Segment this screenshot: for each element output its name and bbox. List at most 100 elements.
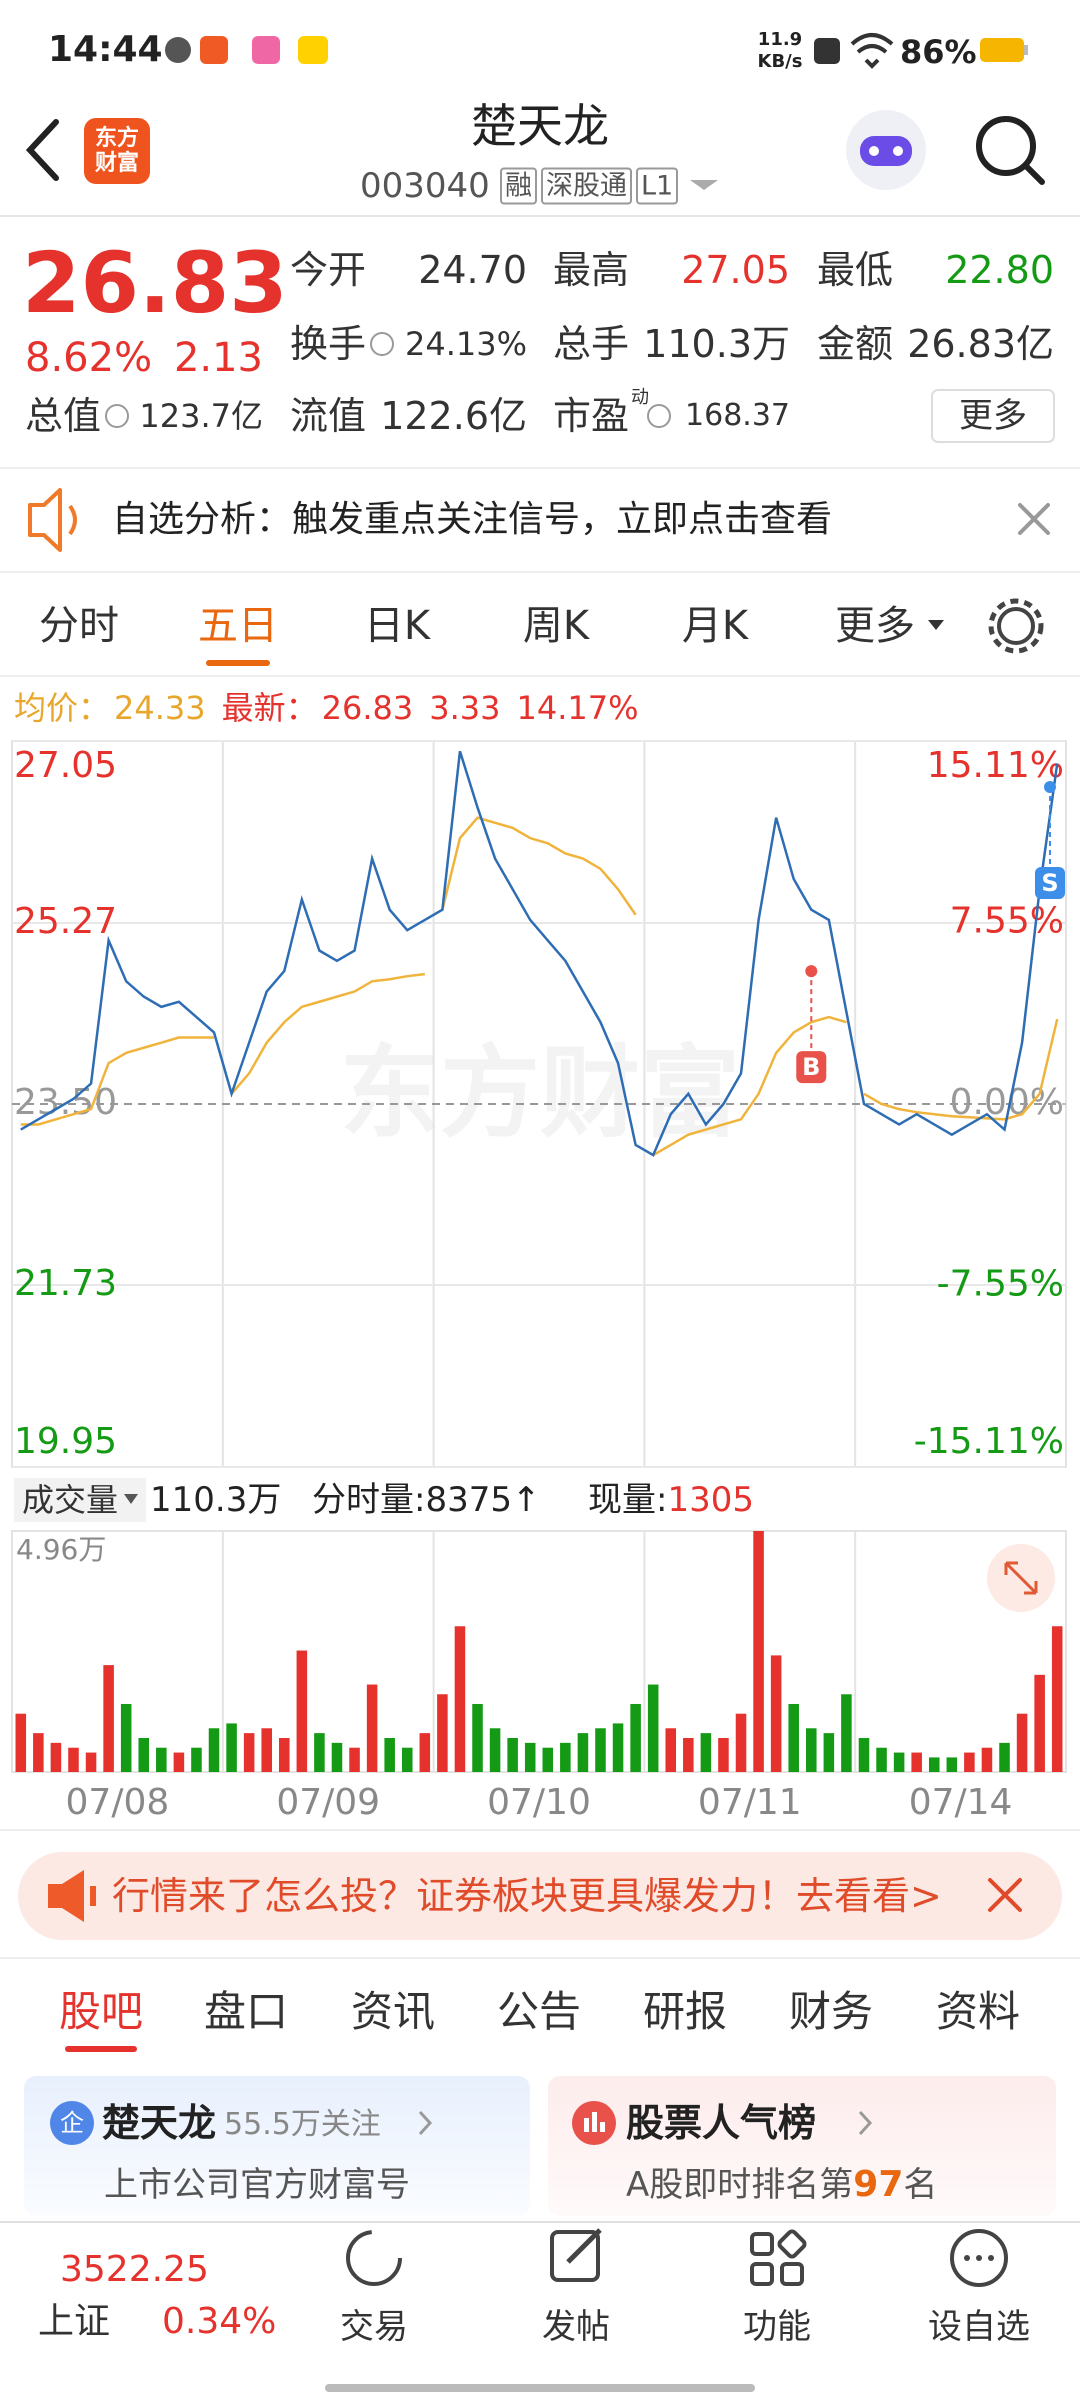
func-icon-part bbox=[750, 2262, 774, 2286]
section-tab[interactable]: 股吧 bbox=[58, 1987, 144, 2036]
close-icon[interactable] bbox=[988, 1878, 1022, 1912]
volume-bar bbox=[946, 1757, 958, 1772]
card[interactable] bbox=[24, 2076, 530, 2216]
latest-change: 3.33 bbox=[429, 689, 501, 727]
tab[interactable]: 周K bbox=[522, 603, 590, 649]
volume-bar bbox=[683, 1737, 694, 1772]
badge-text: 企 bbox=[60, 2109, 84, 2137]
field-value: 24.13% bbox=[404, 325, 527, 363]
tab[interactable]: 更多 bbox=[835, 603, 915, 649]
latest-label: 最新： bbox=[221, 689, 318, 727]
badge: L1 bbox=[636, 167, 679, 205]
net-speed-unit: KB/s bbox=[757, 51, 803, 72]
field-label: 金额 bbox=[817, 322, 894, 366]
net-speed: 11.9 bbox=[757, 29, 803, 50]
card[interactable] bbox=[548, 2076, 1056, 2216]
x-tick-label: 07/11 bbox=[697, 1782, 802, 1823]
notice-text[interactable]: 自选分析：触发重点关注信号，立即点击查看 bbox=[112, 499, 833, 540]
tab[interactable]: 分时 bbox=[39, 603, 119, 649]
section-tab[interactable]: 资料 bbox=[935, 1987, 1021, 2036]
volume-bar bbox=[647, 1684, 659, 1772]
volume-bar bbox=[665, 1728, 677, 1772]
field-value: 123.7亿 bbox=[139, 397, 263, 435]
section-tab[interactable]: 公告 bbox=[496, 1987, 582, 2036]
rank: 97 bbox=[853, 2164, 904, 2205]
tab[interactable]: 月K bbox=[681, 603, 749, 649]
volume-bar bbox=[823, 1733, 835, 1772]
field-value: 122.6亿 bbox=[380, 394, 527, 438]
price-line bbox=[20, 750, 1059, 1157]
volume-bar bbox=[437, 1694, 448, 1772]
volume-bar bbox=[911, 1752, 922, 1772]
volume-bar bbox=[964, 1752, 975, 1772]
search-icon[interactable] bbox=[976, 116, 1036, 176]
volume-bar bbox=[50, 1742, 62, 1772]
stock-name: 楚天龙 bbox=[471, 99, 609, 153]
watchlist-icon[interactable] bbox=[950, 2229, 1008, 2287]
latest-change-pct: 14.17% bbox=[516, 689, 639, 727]
volume-bar bbox=[472, 1703, 483, 1772]
marker-box bbox=[1035, 867, 1065, 900]
section-tab[interactable]: 盘口 bbox=[203, 1987, 289, 2036]
post-icon[interactable] bbox=[550, 2230, 600, 2282]
watermark: 东方财富 bbox=[340, 1034, 740, 1151]
volume-bar bbox=[788, 1703, 799, 1772]
volume-bar bbox=[700, 1733, 712, 1772]
tab[interactable]: 五日 bbox=[198, 603, 278, 649]
more-button-label[interactable]: 更多 bbox=[959, 396, 1027, 436]
func-icon-part bbox=[777, 2229, 807, 2259]
wifi-icon bbox=[850, 33, 894, 69]
nav-label[interactable]: 发帖 bbox=[542, 2307, 610, 2347]
volume-bar bbox=[349, 1747, 360, 1772]
badge: 融 bbox=[500, 167, 537, 205]
info-icon[interactable] bbox=[105, 404, 130, 428]
ad-text[interactable]: 行情来了怎么投？证券板块更具爆发力！去看看>> bbox=[112, 1877, 942, 1915]
tab-indicator bbox=[206, 660, 270, 666]
card-title: 股票人气榜 bbox=[626, 2101, 817, 2145]
dropdown-icon bbox=[124, 1494, 138, 1504]
volume-bar bbox=[524, 1742, 536, 1772]
more-button[interactable] bbox=[931, 389, 1055, 443]
index-value[interactable]: 3522.25 bbox=[60, 2249, 209, 2290]
ad-bg[interactable] bbox=[18, 1852, 1062, 1940]
status-time: 14:44 bbox=[48, 29, 163, 70]
speaker-wave bbox=[68, 504, 77, 536]
nav-label[interactable]: 功能 bbox=[743, 2307, 811, 2347]
field-value: 22.80 bbox=[945, 248, 1054, 292]
speaker-icon bbox=[28, 488, 62, 552]
rank-icon-bar bbox=[600, 2122, 605, 2132]
field-label: 总手 bbox=[553, 322, 630, 366]
tab[interactable]: 日K bbox=[363, 603, 431, 649]
nav-label[interactable]: 设自选 bbox=[928, 2307, 1030, 2347]
avg-line bbox=[441, 816, 637, 916]
section-tab[interactable]: 资讯 bbox=[350, 1987, 436, 2036]
field-label: 市盈 bbox=[553, 394, 630, 438]
section-tab[interactable]: 财务 bbox=[788, 1987, 874, 2036]
func-icon[interactable] bbox=[750, 2232, 774, 2256]
volume-bar bbox=[735, 1713, 747, 1772]
close-icon[interactable] bbox=[1018, 503, 1050, 535]
volume-bar bbox=[15, 1713, 27, 1772]
volume-bar bbox=[243, 1733, 255, 1772]
volume-bar bbox=[226, 1723, 237, 1772]
back-icon[interactable] bbox=[25, 119, 59, 181]
megaphone-icon bbox=[48, 1870, 84, 1922]
field-value: 26.83亿 bbox=[907, 322, 1054, 366]
section-tab[interactable]: 研报 bbox=[642, 1987, 728, 2036]
marker-box bbox=[796, 1051, 827, 1084]
volume-label[interactable]: 成交量 bbox=[22, 1481, 119, 1519]
dropdown-icon[interactable] bbox=[690, 180, 718, 190]
settings-icon[interactable] bbox=[997, 607, 1035, 645]
volume-bar bbox=[68, 1747, 79, 1772]
x-tick-label: 07/08 bbox=[65, 1782, 170, 1823]
nav-label[interactable]: 交易 bbox=[340, 2307, 408, 2347]
field-value: 168.37 bbox=[685, 398, 790, 433]
chevron bbox=[418, 2110, 433, 2136]
volume-bar bbox=[770, 1655, 782, 1772]
volume-selector[interactable] bbox=[14, 1478, 146, 1522]
trade-icon[interactable] bbox=[346, 2230, 402, 2286]
info-icon[interactable] bbox=[647, 404, 672, 428]
info-icon[interactable] bbox=[370, 332, 395, 356]
latest-price: 26.83 bbox=[321, 689, 414, 727]
